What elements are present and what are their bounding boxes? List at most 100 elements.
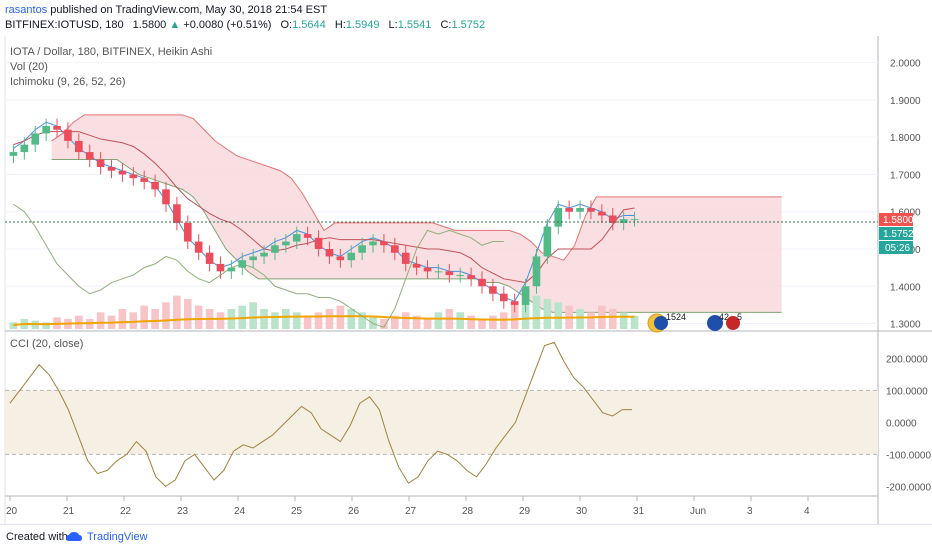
volume-bar <box>532 295 541 329</box>
candle-body <box>238 260 247 268</box>
volume-bar <box>358 312 366 329</box>
candle-body <box>194 241 203 253</box>
candle-body <box>216 263 225 272</box>
candle-body <box>489 286 497 294</box>
publish-info: rasantos published on TradingView.com, M… <box>5 4 327 16</box>
event-flags[interactable]: 1524 42 5 <box>647 312 742 333</box>
candle-body <box>380 241 388 246</box>
candle-body <box>434 271 443 273</box>
volume-bar <box>423 319 432 329</box>
cci-band <box>5 390 878 455</box>
publisher-link[interactable]: rasantos <box>5 4 48 16</box>
candle-body <box>423 267 432 272</box>
candle-body <box>64 129 72 141</box>
close-price-badge <box>879 227 913 240</box>
candle-body <box>358 245 366 253</box>
volume-bar <box>282 309 290 329</box>
candle-body <box>587 208 595 212</box>
x-tick-label: 24 <box>234 506 246 517</box>
candle-body <box>303 234 312 238</box>
volume-bar <box>260 309 268 329</box>
candle-body <box>20 144 29 153</box>
x-tick-label: 31 <box>633 506 645 517</box>
tradingview-brand-link[interactable]: TradingView <box>87 531 148 543</box>
countdown-text: 05:26 <box>885 243 910 254</box>
candle-body <box>456 275 465 277</box>
volume-bar <box>151 309 159 329</box>
volume-bar <box>391 315 399 329</box>
cci-tick-label: 100.0000 <box>886 386 928 397</box>
price-tick-label: 1.8000 <box>890 133 921 144</box>
event-count-2: 42 <box>719 312 729 322</box>
legend-symbol: IOTA / Dollar, 180, BITFINEX, Heikin Ash… <box>10 46 212 58</box>
senkou-span-b <box>51 159 782 313</box>
volume-bar <box>183 299 192 329</box>
candle-body <box>543 226 552 257</box>
candle-body <box>249 256 257 261</box>
high-label: H: <box>334 19 346 31</box>
price-badges: 1.5800 1.5752 05:26 <box>879 213 914 254</box>
x-tick-label: 29 <box>519 506 531 517</box>
volume-bar <box>412 315 421 329</box>
candle-body <box>532 256 541 287</box>
chikou-line <box>13 203 504 328</box>
volume-bar <box>347 309 356 329</box>
volume-bar <box>434 312 443 329</box>
us-flag-icon[interactable] <box>654 316 668 330</box>
chart-area[interactable]: 2.00001.90001.80001.70001.60001.50001.40… <box>0 36 932 524</box>
cci-tick-label: 200.0000 <box>886 354 928 365</box>
candle-body <box>53 126 61 130</box>
price-tick-label: 2.0000 <box>890 59 921 70</box>
event-flag-icon-2[interactable] <box>726 316 740 330</box>
candle-body <box>227 267 236 272</box>
candle-body <box>75 140 83 153</box>
volume-bar <box>456 312 465 329</box>
volume-bar <box>42 322 50 329</box>
candle-body <box>369 241 377 246</box>
candle-body <box>162 189 170 205</box>
candle-body <box>151 181 159 190</box>
price-tick-label: 1.9000 <box>890 96 921 107</box>
volume-bar <box>249 302 257 329</box>
volume-bar <box>271 312 279 329</box>
volume-bar <box>292 312 301 329</box>
candle-body <box>630 219 639 221</box>
candle-body <box>467 275 475 279</box>
legend-cci: CCI (20, close) <box>10 338 83 350</box>
volume-bar <box>510 302 519 329</box>
volume-bar <box>336 305 345 329</box>
candle-body <box>325 249 334 257</box>
candle-body <box>292 234 301 242</box>
candle-body <box>9 152 18 156</box>
open-value: 1.5644 <box>292 19 326 31</box>
volume-bar <box>380 319 388 329</box>
current-price-text: 1.5800 <box>883 215 914 226</box>
close-price-text: 1.5752 <box>883 229 914 240</box>
created-with-label: Created with <box>6 531 68 543</box>
candle-body <box>271 245 279 253</box>
candle-body <box>85 152 94 160</box>
candle-body <box>347 252 356 261</box>
published-text: published on TradingView.com, May 30, 20… <box>50 4 328 16</box>
x-tick-label: 28 <box>462 506 474 517</box>
candle-body <box>499 293 508 302</box>
volume-bar <box>314 312 323 329</box>
us-flag-icon-2[interactable] <box>707 315 723 331</box>
candle-body <box>510 301 519 305</box>
open-label: O: <box>280 19 293 31</box>
volume-bar <box>608 309 617 329</box>
candle-body <box>118 170 127 175</box>
volume-bar <box>587 312 595 329</box>
candle-body <box>140 178 149 182</box>
chart-header: rasantos published on TradingView.com, M… <box>0 0 932 36</box>
cci-tick-label: -200.0000 <box>886 482 931 493</box>
footer: Created with TradingView <box>0 524 932 551</box>
volume-bar <box>96 312 105 329</box>
chart-canvas[interactable]: 2.00001.90001.80001.70001.60001.50001.40… <box>0 36 932 524</box>
x-tick-label: Jun <box>690 506 706 517</box>
price-tick-label: 1.4000 <box>890 282 921 293</box>
candle-body <box>260 252 268 257</box>
candle-body <box>412 263 421 268</box>
candle-body <box>107 167 116 171</box>
volume-bar <box>554 302 563 329</box>
